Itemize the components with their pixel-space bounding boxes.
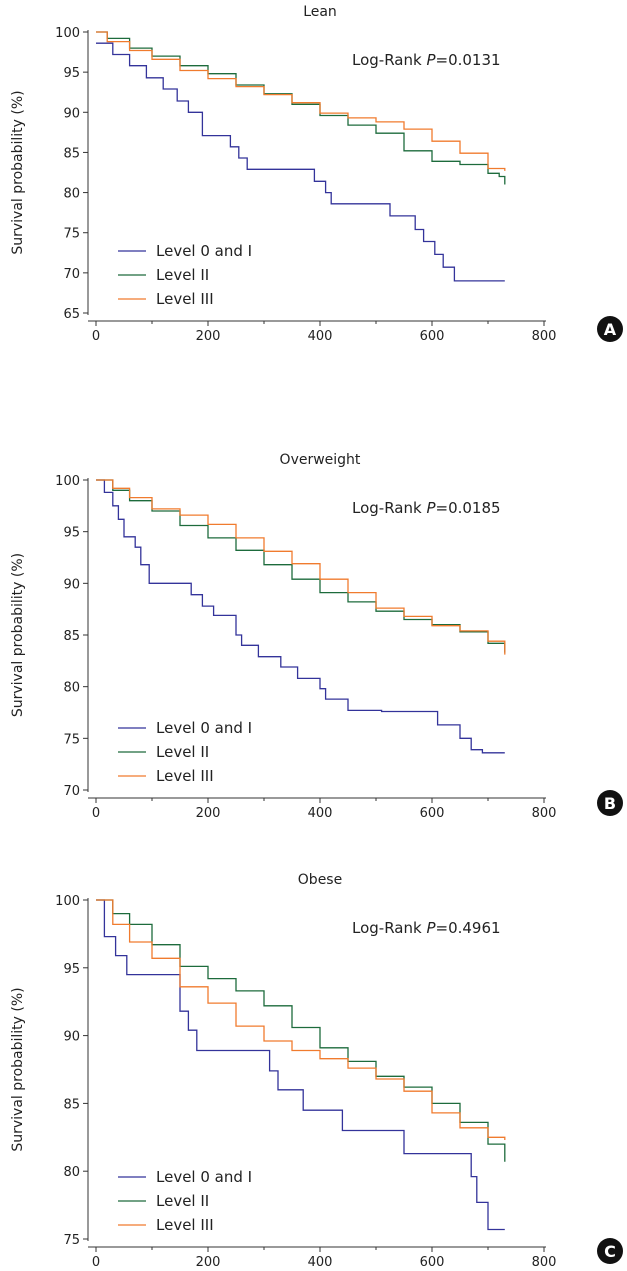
y-tick-label: 85 [63,1097,80,1112]
log-rank-annotation: Log-Rank P=0.0131 [352,51,501,69]
y-tick-label: 90 [63,106,80,121]
legend-label-1: Level II [156,743,209,761]
x-tick-label: 400 [308,329,333,344]
y-tick-label: 65 [63,307,80,322]
y-axis-title: Survival probability (%) [10,90,26,254]
chart-panel-b: Overweight 70 75 80 85 90 95 100 Survival probab… [10,452,623,821]
chart-title: Obese [298,872,342,888]
series-line-2 [96,31,506,171]
panel-badge-label: C [604,1242,616,1261]
x-tick-label: 800 [532,806,557,821]
x-tick-label: 600 [420,329,445,344]
y-tick-label: 95 [63,962,80,977]
y-tick-label: 95 [63,526,80,541]
y-tick-label: 85 [63,629,80,644]
y-tick-label: 95 [63,66,80,81]
y-tick-label: 70 [63,267,80,282]
x-tick-label: 400 [308,1255,333,1270]
y-tick-label: 80 [63,681,80,696]
y-tick-label: 90 [63,577,80,592]
legend-label-2: Level III [156,767,214,785]
series-line-2 [96,479,506,655]
x-tick-label: 600 [420,1255,445,1270]
y-axis-title: Survival probability (%) [10,987,26,1151]
x-tick-label: 200 [196,329,221,344]
panel-badge-label: B [604,794,616,813]
x-tick-label: 800 [532,1255,557,1270]
panel-badge-label: A [604,320,617,339]
x-tick-label: 0 [92,329,100,344]
series-line-2 [96,899,506,1140]
x-tick-label: 0 [92,1255,100,1270]
legend-label-2: Level III [156,290,214,308]
panel-badge [597,1238,623,1264]
series-line-0 [96,899,505,1231]
log-rank-annotation: Log-Rank P=0.0185 [352,499,501,517]
y-tick-label: 75 [63,732,80,747]
x-tick-label: 400 [308,806,333,821]
chart-title: Lean [303,4,337,20]
y-tick-label: 100 [55,894,80,909]
y-tick-label: 80 [63,1165,80,1180]
y-tick-label: 80 [63,187,80,202]
legend-label-1: Level II [156,1192,209,1210]
series-line-1 [96,899,506,1162]
x-tick-label: 600 [420,806,445,821]
y-axis-title: Survival probability (%) [10,553,26,717]
series-line-0 [96,479,505,754]
legend-label-0: Level 0 and I [156,242,252,260]
panel-badge [597,316,623,342]
log-rank-annotation: Log-Rank P=0.4961 [352,919,501,937]
y-tick-label: 70 [63,784,80,799]
y-tick-label: 75 [63,1233,80,1248]
chart-panel-c: Obese 75 80 85 90 95 100 Survival probability (… [10,872,623,1270]
x-tick-label: 200 [196,806,221,821]
legend-label-0: Level 0 and I [156,719,252,737]
legend-label-2: Level III [156,1216,214,1234]
panel-badge [597,790,623,816]
legend-label-1: Level II [156,266,209,284]
x-tick-label: 0 [92,806,100,821]
y-tick-label: 75 [63,227,80,242]
chart-title: Overweight [280,452,361,468]
y-tick-label: 100 [55,26,80,41]
x-tick-label: 800 [532,329,557,344]
y-tick-label: 100 [55,474,80,489]
x-tick-label: 200 [196,1255,221,1270]
series-line-0 [96,42,505,282]
chart-panel-a: Lean 65 70 75 80 85 90 95 100 Survival probabilit… [10,4,623,344]
y-tick-label: 90 [63,1030,80,1045]
y-tick-label: 85 [63,146,80,161]
legend-label-0: Level 0 and I [156,1168,252,1186]
